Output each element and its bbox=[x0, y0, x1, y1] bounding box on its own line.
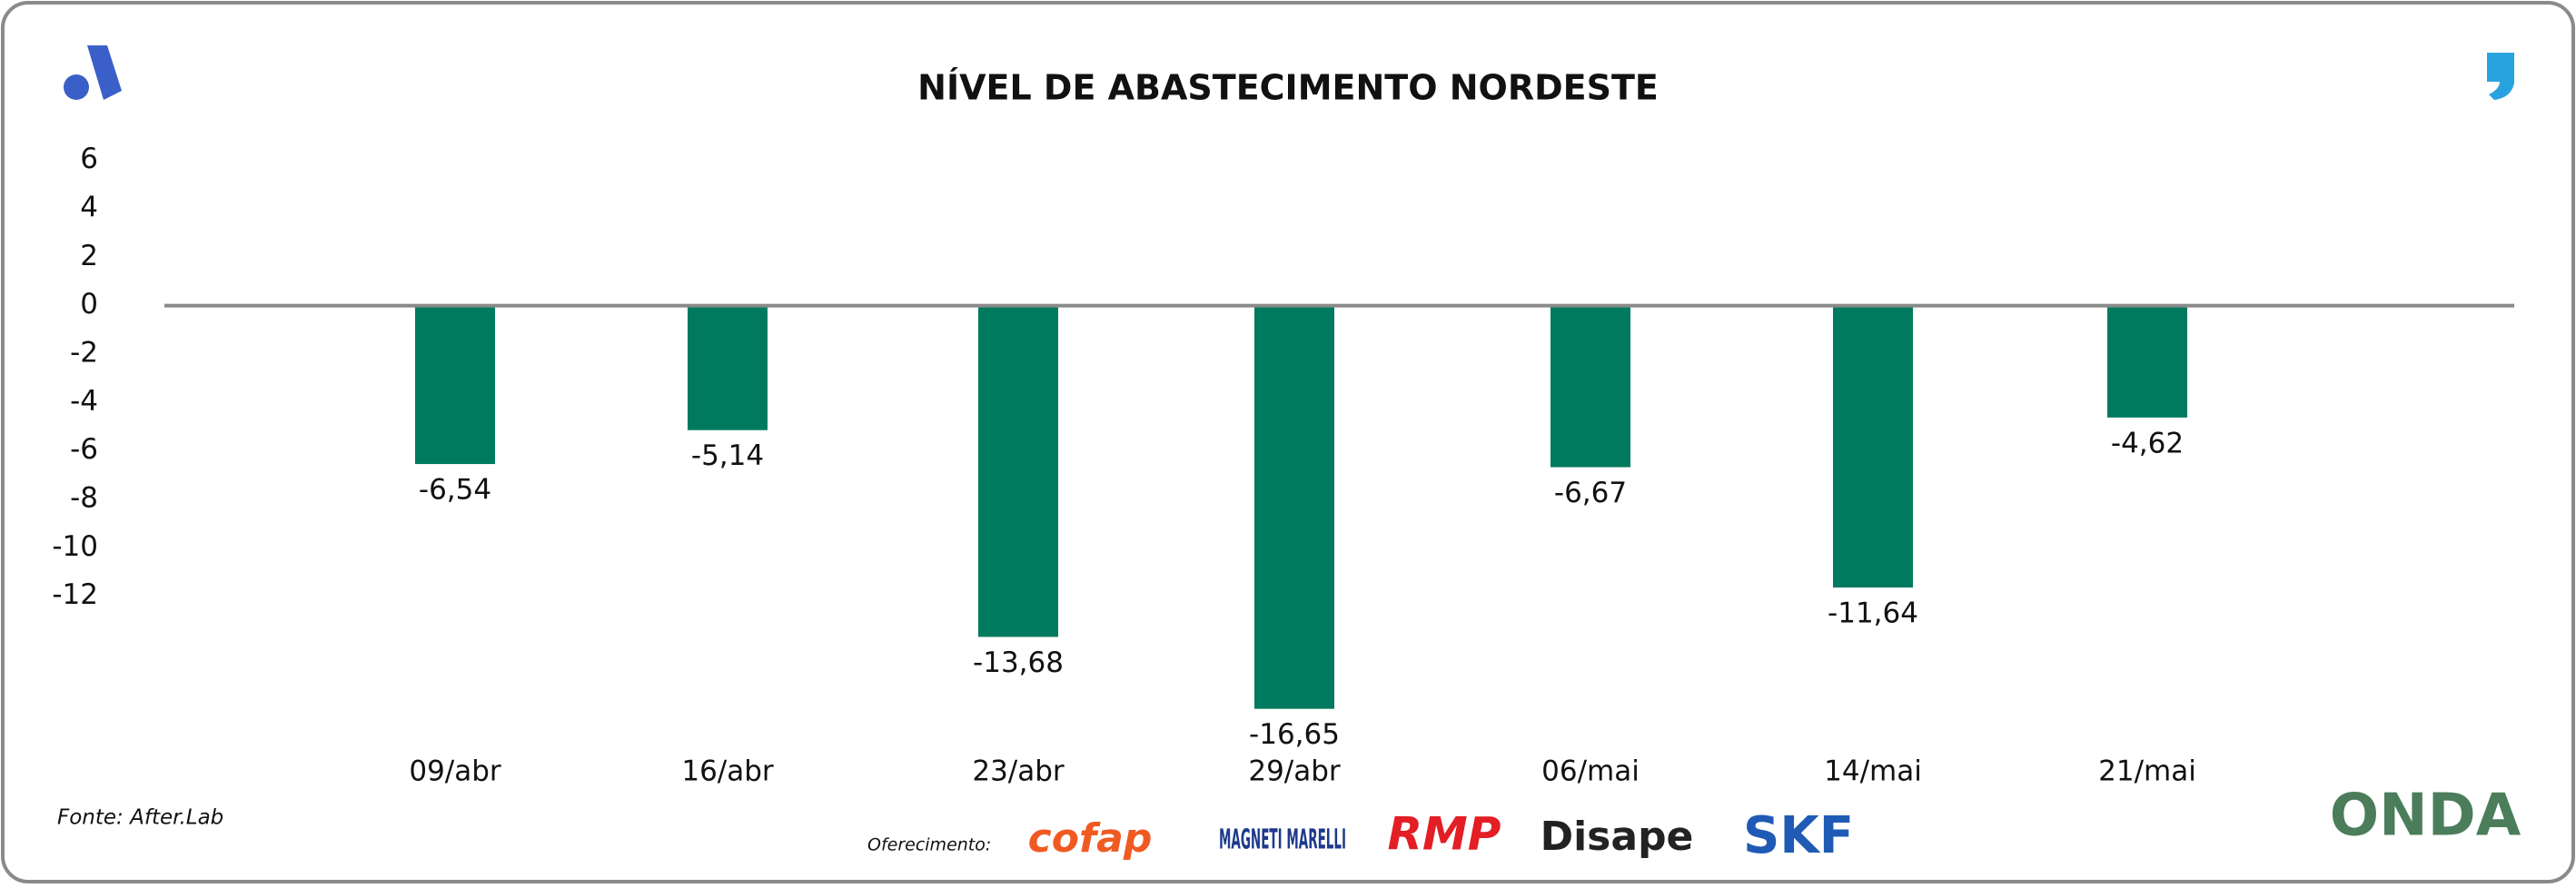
value-label: -5,14 bbox=[691, 439, 764, 472]
sponsor-logo: RMP bbox=[1388, 808, 1501, 861]
bar bbox=[1833, 305, 1913, 588]
x-tick-label: 29/abr bbox=[1248, 755, 1341, 788]
bar bbox=[1254, 305, 1334, 709]
value-label: -6,54 bbox=[419, 474, 491, 507]
bar bbox=[688, 305, 768, 430]
x-tick-label: 14/mai bbox=[1824, 755, 1922, 788]
y-tick-label: -8 bbox=[70, 482, 98, 515]
bar bbox=[415, 305, 495, 465]
brand-logo: ONDA bbox=[2330, 783, 2522, 850]
y-tick-label: 2 bbox=[80, 240, 98, 272]
logo-right bbox=[2487, 53, 2514, 100]
x-tick-label: 21/mai bbox=[2098, 755, 2196, 788]
x-tick-label: 16/abr bbox=[681, 755, 774, 788]
x-tick-label: 06/mai bbox=[1541, 755, 1640, 788]
bar bbox=[978, 305, 1058, 637]
value-label: -13,68 bbox=[973, 646, 1064, 679]
y-tick-label: -6 bbox=[70, 433, 98, 466]
y-tick-label: -4 bbox=[70, 385, 98, 418]
y-tick-label: 0 bbox=[80, 288, 98, 321]
logo-left bbox=[64, 45, 122, 100]
value-label: -4,62 bbox=[2111, 427, 2184, 459]
y-tick-label: 4 bbox=[80, 192, 98, 224]
x-tick-label: 09/abr bbox=[409, 755, 501, 788]
source: Fonte: After.Lab bbox=[57, 806, 223, 830]
bar bbox=[2107, 305, 2187, 418]
y-tick-label: -2 bbox=[70, 337, 98, 370]
chart-title: NÍVEL DE ABASTECIMENTO NORDESTE bbox=[917, 68, 1659, 108]
y-tick-label: 6 bbox=[80, 143, 98, 175]
sponsor-logo: MAGNETI MARELLI bbox=[1219, 824, 1346, 856]
sponsors-label: Oferecimento: bbox=[867, 835, 991, 855]
sponsor-logo: cofap bbox=[1028, 815, 1153, 862]
sponsor-logo: Disape bbox=[1541, 814, 1694, 860]
x-tick-label: 23/abr bbox=[972, 755, 1065, 788]
value-label: -6,67 bbox=[1554, 477, 1627, 509]
y-tick-label: -12 bbox=[52, 578, 98, 611]
y-tick-label: -10 bbox=[52, 530, 98, 563]
bar bbox=[1551, 305, 1630, 468]
value-label: -16,65 bbox=[1249, 718, 1340, 751]
value-label: -11,64 bbox=[1828, 597, 1918, 630]
sponsor-logo: SKF bbox=[1743, 806, 1854, 865]
